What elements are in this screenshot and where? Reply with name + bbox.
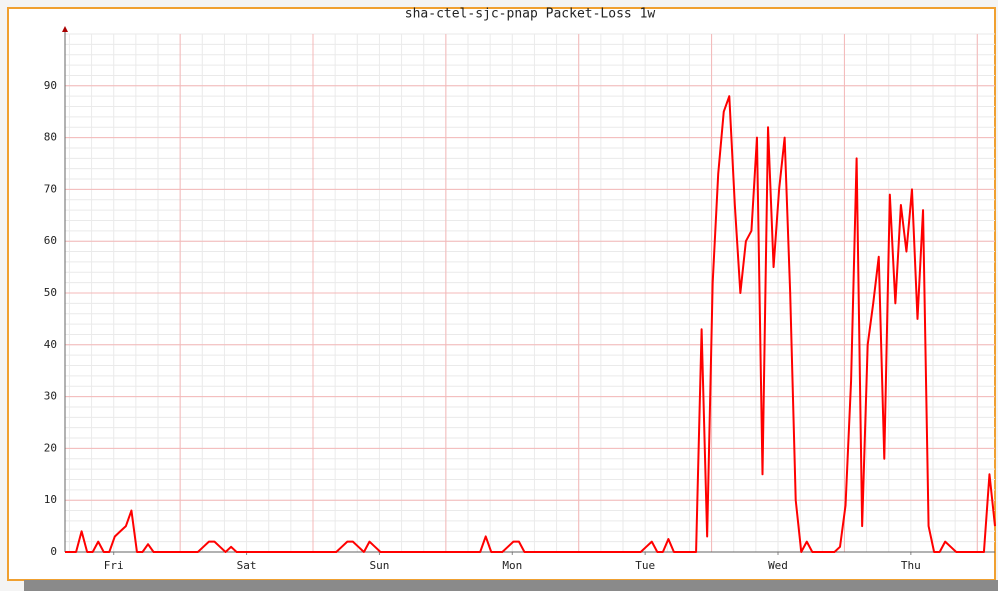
x-tick-label: Sun — [369, 559, 389, 572]
y-tick-label: 60 — [44, 234, 57, 247]
y-tick-label: 30 — [44, 390, 57, 403]
y-tick-label: 0 — [50, 545, 57, 558]
frame — [7, 7, 996, 581]
x-tick-label: Sat — [237, 559, 257, 572]
y-tick-label: 40 — [44, 338, 57, 351]
y-tick-label: 70 — [44, 182, 57, 195]
x-tick-label: Wed — [768, 559, 788, 572]
y-tick-label: 50 — [44, 286, 57, 299]
x-tick-label: Thu — [901, 559, 921, 572]
y-tick-label: 20 — [44, 441, 57, 454]
bottom-bar — [24, 580, 998, 591]
data-line — [65, 95, 996, 553]
x-tick-label: Mon — [502, 559, 522, 572]
x-tick-label: Fri — [104, 559, 124, 572]
x-tick-label: Tue — [635, 559, 655, 572]
y-tick-label: 90 — [44, 79, 57, 92]
y-tick-label: 10 — [44, 493, 57, 506]
chart-title: sha-ctel-sjc-pnap Packet-Loss 1w — [405, 7, 656, 22]
axis-arrow — [62, 26, 68, 32]
y-tick-label: 80 — [44, 131, 57, 144]
